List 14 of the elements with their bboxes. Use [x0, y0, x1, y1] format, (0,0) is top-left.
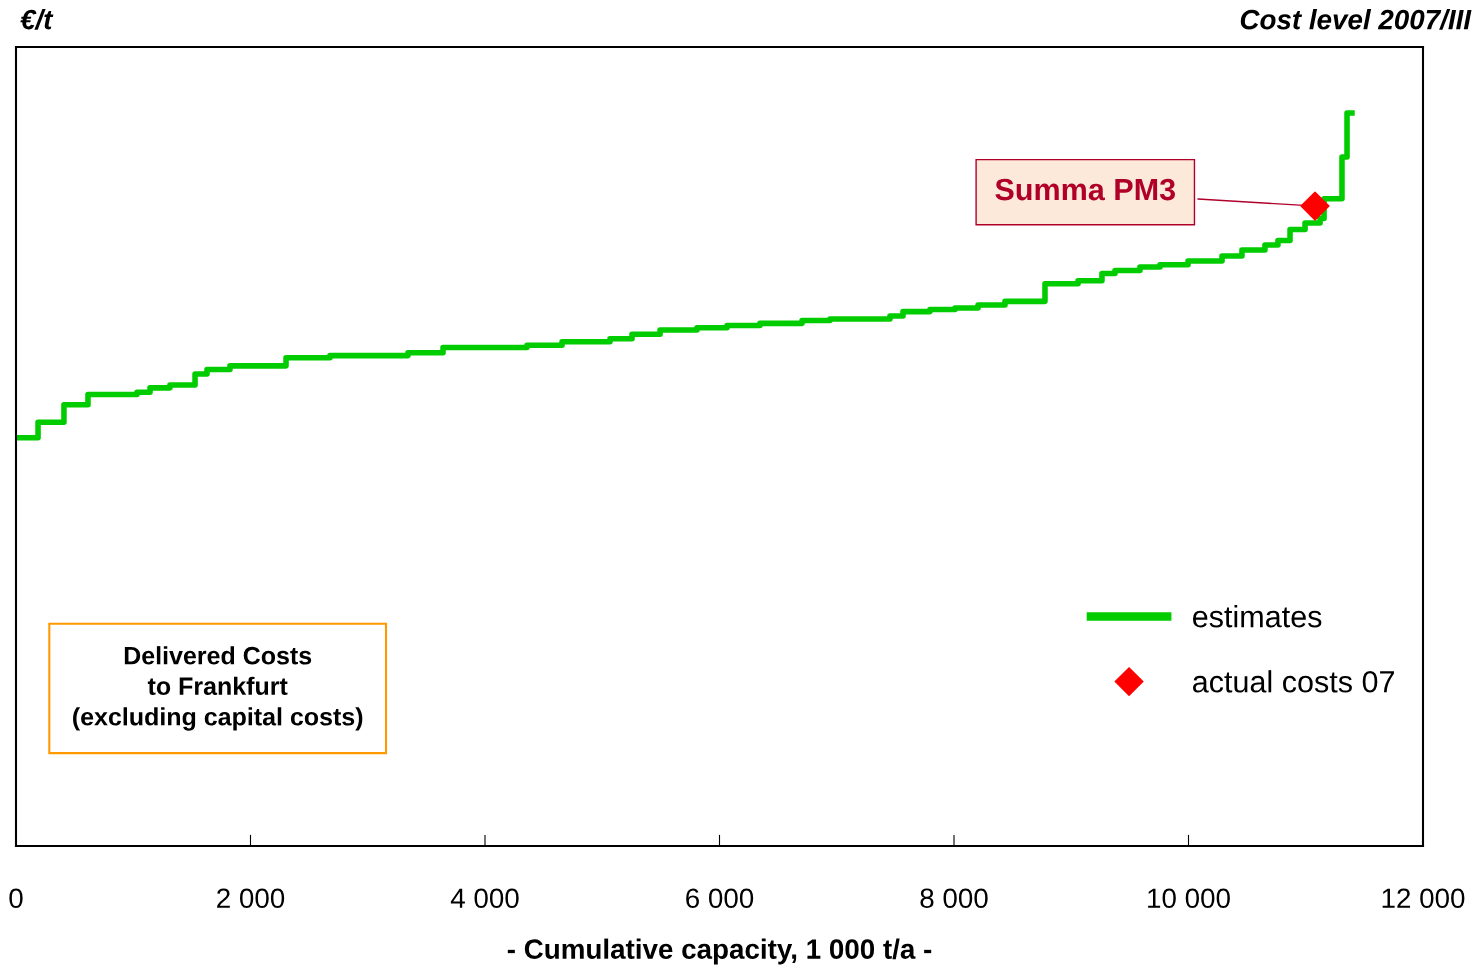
x-tick-label: 6 000 [686, 888, 754, 909]
x-tick-label: 2 000 [217, 888, 285, 909]
x-axis-title: - Cumulative capacity, 1 000 t/a - [507, 938, 932, 965]
legend-label: estimates [1192, 605, 1322, 628]
chart-subtitle: Cost level 2007/III [1240, 9, 1472, 30]
x-tick-label: 0 [9, 888, 23, 909]
x-tick-label: 4 000 [450, 888, 519, 909]
annotation: Delivered Costs to Frankfurt (excluding capital costs) [73, 646, 363, 731]
y-axis-title: €/t [20, 9, 54, 30]
x-tick-label: 12 000 [1382, 888, 1465, 909]
annotation: Summa PM3 [995, 178, 1176, 201]
legend-label: actual costs 07 [1192, 670, 1394, 693]
x-tick-label: 8 000 [920, 888, 988, 909]
x-tick-label: 10 000 [1148, 888, 1230, 909]
